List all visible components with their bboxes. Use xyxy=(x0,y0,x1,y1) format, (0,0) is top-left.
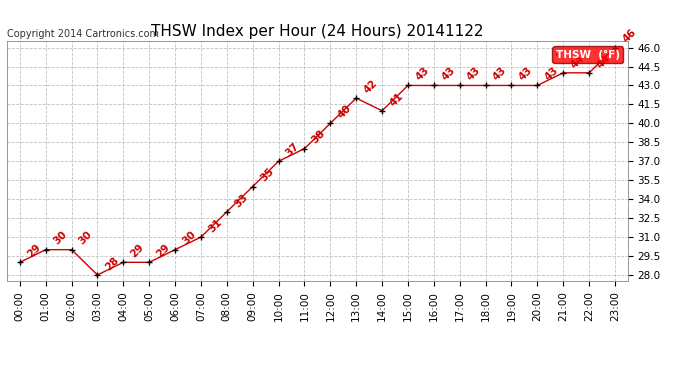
Text: 29: 29 xyxy=(155,242,172,260)
Text: 44: 44 xyxy=(569,53,586,70)
Title: THSW Index per Hour (24 Hours) 20141122: THSW Index per Hour (24 Hours) 20141122 xyxy=(151,24,484,39)
Text: 28: 28 xyxy=(103,255,120,272)
Text: 43: 43 xyxy=(543,65,560,82)
Text: 44: 44 xyxy=(595,53,612,70)
Text: 41: 41 xyxy=(388,90,405,108)
Text: 30: 30 xyxy=(181,230,198,247)
Text: 43: 43 xyxy=(517,65,535,82)
Text: Copyright 2014 Cartronics.com: Copyright 2014 Cartronics.com xyxy=(7,29,159,39)
Legend: THSW  (°F): THSW (°F) xyxy=(553,46,622,63)
Text: 43: 43 xyxy=(413,65,431,82)
Text: 29: 29 xyxy=(129,242,146,260)
Text: 43: 43 xyxy=(440,65,457,82)
Text: 33: 33 xyxy=(233,192,250,209)
Text: 43: 43 xyxy=(465,65,483,82)
Text: 38: 38 xyxy=(310,129,327,146)
Text: 31: 31 xyxy=(206,217,224,234)
Text: 40: 40 xyxy=(336,103,353,121)
Text: 42: 42 xyxy=(362,78,380,95)
Text: 30: 30 xyxy=(77,230,95,247)
Text: 35: 35 xyxy=(258,166,275,184)
Text: 46: 46 xyxy=(620,27,638,45)
Text: 37: 37 xyxy=(284,141,302,159)
Text: 29: 29 xyxy=(26,242,43,260)
Text: 43: 43 xyxy=(491,65,509,82)
Text: 30: 30 xyxy=(51,230,68,247)
